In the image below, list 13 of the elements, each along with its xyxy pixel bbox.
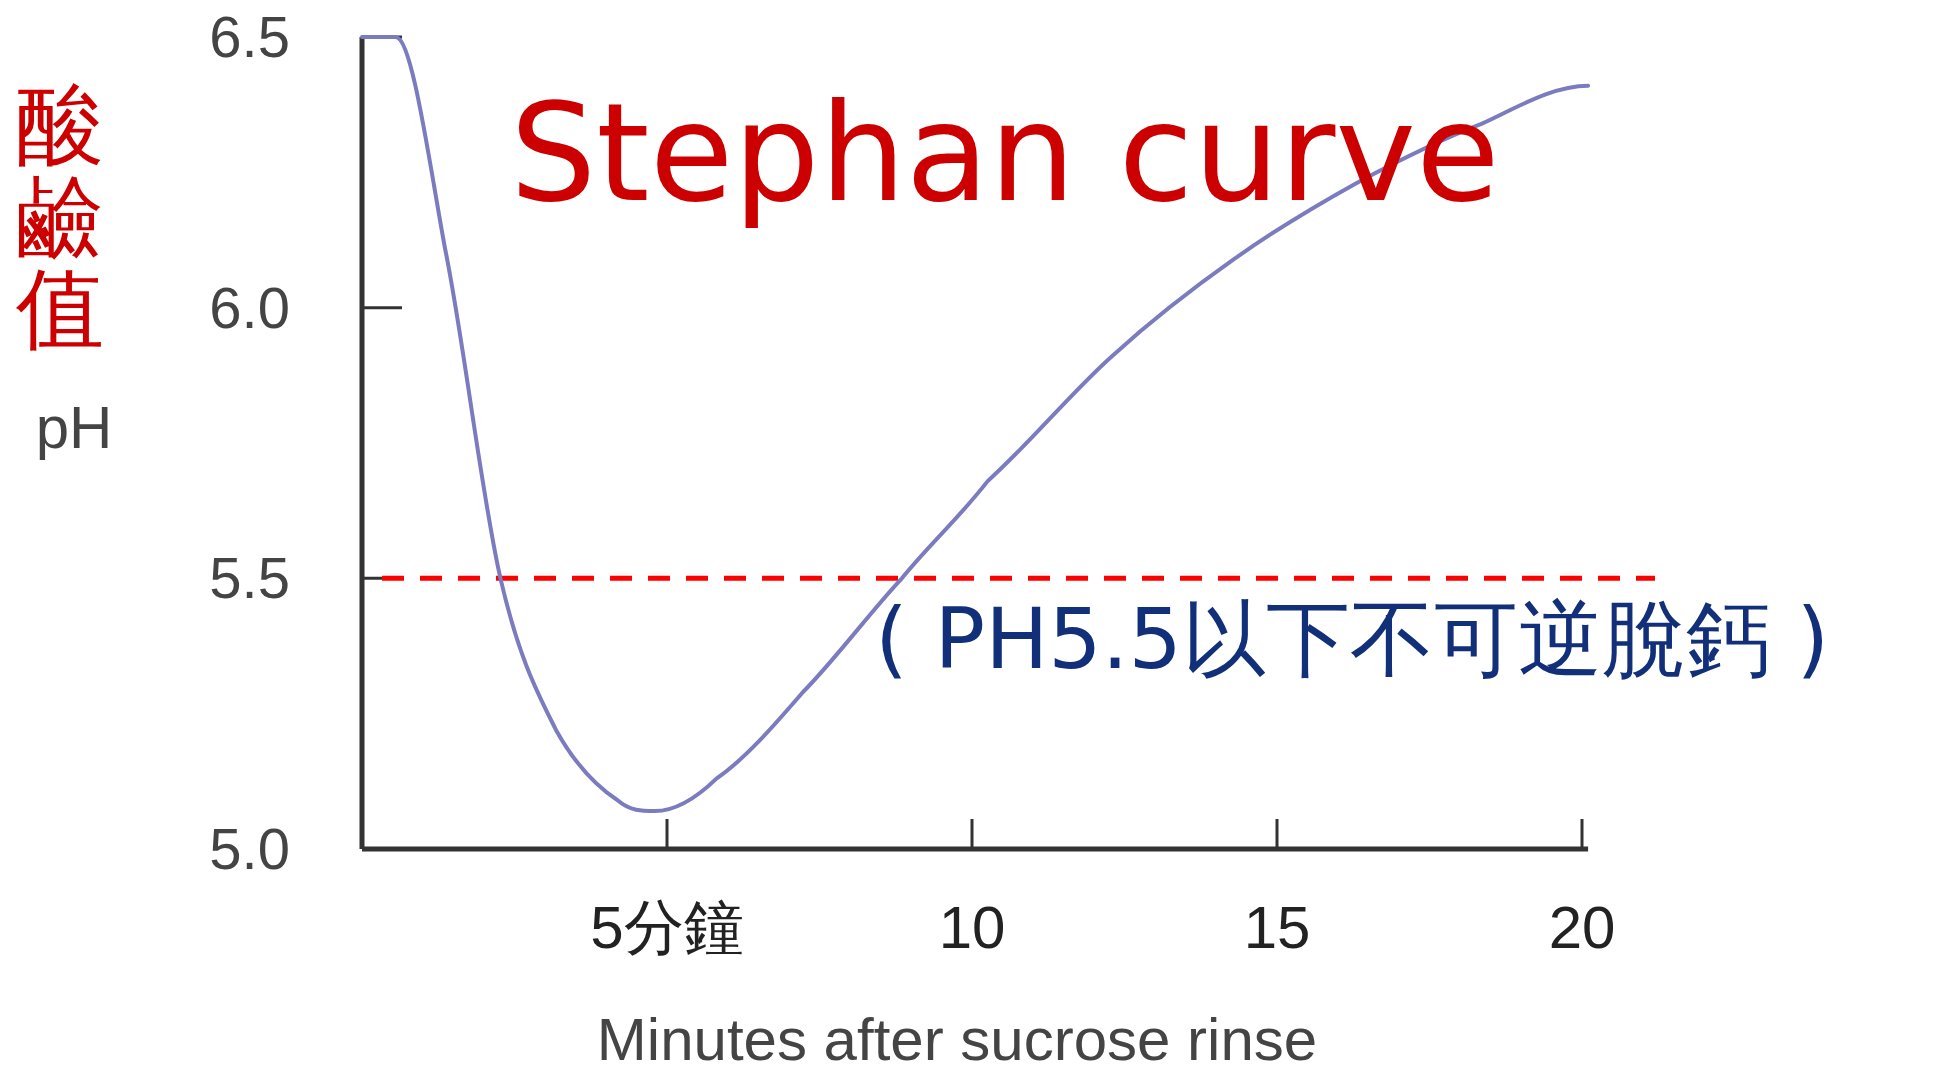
y-tick-label: 5.5 (209, 545, 290, 611)
x-tick-label: 20 (1548, 894, 1616, 961)
chart-title: Stephan curve (510, 74, 1500, 232)
y-tick-label: 6.0 (209, 274, 290, 340)
y-tick-label: 5.0 (209, 816, 290, 881)
text: 酸鹼值 (16, 73, 104, 360)
ref-line-label: ( PH5.5以下不可逆脫鈣 ) (875, 590, 1830, 689)
x-tick-label: 5分鐘 (590, 894, 744, 961)
x-axis-title: Minutes after sucrose rinse (596, 1006, 1318, 1073)
y-tick-label: 6.5 (209, 4, 290, 69)
x-tick-label: 15 (1243, 894, 1311, 961)
x-tick-label: 10 (938, 894, 1006, 961)
y-axis-title: pH (35, 394, 113, 461)
